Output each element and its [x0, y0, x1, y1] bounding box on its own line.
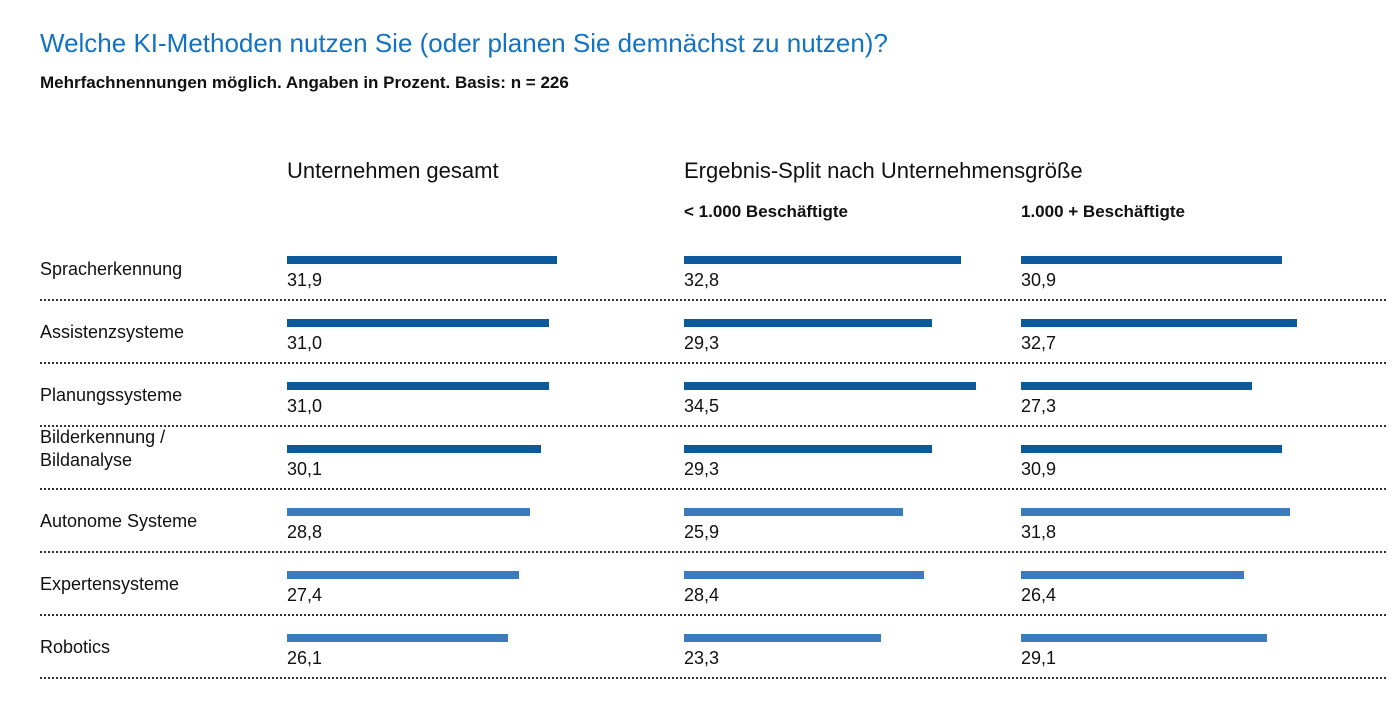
value-label-small-companies: 34,5: [684, 396, 720, 416]
value-label-large-companies: 27,3: [1021, 396, 1057, 416]
chart-row: Planungssysteme 31,0 34,5 27,3: [0, 363, 1400, 427]
value-label-small-companies: 28,4: [684, 585, 720, 605]
category-label: Robotics: [40, 637, 111, 657]
bar-large-companies: [1021, 634, 1267, 642]
bar-total: [287, 571, 519, 579]
category-label: Spracherkennung: [40, 259, 183, 279]
row-divider: [40, 488, 1386, 490]
column-header-split: Ergebnis-Split nach Unternehmensgröße: [684, 158, 1083, 183]
value-label-large-companies: 32,7: [1021, 333, 1057, 353]
bar-total: [287, 256, 557, 264]
bar-large-companies: [1021, 445, 1282, 453]
value-label-total: 27,4: [287, 585, 323, 605]
value-label-total: 26,1: [287, 648, 323, 668]
chart-row: Assistenzsysteme 31,0 29,3 32,7: [0, 300, 1400, 364]
chart-row: Expertensysteme 27,4 28,4 26,4: [0, 552, 1400, 616]
bar-large-companies: [1021, 571, 1244, 579]
bar-small-companies: [684, 319, 932, 327]
value-label-small-companies: 25,9: [684, 522, 720, 542]
chart-title: Welche KI-Methoden nutzen Sie (oder plan…: [40, 28, 888, 58]
value-label-total: 31,9: [287, 270, 323, 290]
bar-small-companies: [684, 634, 881, 642]
column-header-small-companies: < 1.000 Beschäftigte: [684, 202, 848, 221]
bar-large-companies: [1021, 382, 1252, 390]
value-label-small-companies: 29,3: [684, 333, 720, 353]
chart-row: Spracherkennung 31,9 32,8 30,9: [0, 237, 1400, 301]
value-label-total: 28,8: [287, 522, 323, 542]
bar-total: [287, 508, 530, 516]
bar-total: [287, 445, 541, 453]
value-label-total: 31,0: [287, 333, 323, 353]
value-label-small-companies: 29,3: [684, 459, 720, 479]
row-divider: [40, 362, 1386, 364]
bar-total: [287, 634, 508, 642]
chart-row: Bilderkennung / Bildanalyse 30,1 29,3 30,9: [0, 426, 1400, 490]
category-label: Expertensysteme: [40, 574, 180, 594]
bar-small-companies: [684, 382, 976, 390]
category-label: Bilderkennung / Bildanalyse: [40, 427, 166, 470]
value-label-total: 31,0: [287, 396, 323, 416]
value-label-large-companies: 31,8: [1021, 522, 1057, 542]
category-label: Assistenzsysteme: [40, 322, 185, 342]
value-label-large-companies: 30,9: [1021, 270, 1057, 290]
row-divider: [40, 299, 1386, 301]
chart-row: Robotics 26,1 23,3 29,1: [0, 615, 1400, 679]
value-label-large-companies: 26,4: [1021, 585, 1057, 605]
row-divider: [40, 677, 1386, 679]
column-header-total: Unternehmen gesamt: [287, 158, 499, 183]
value-label-total: 30,1: [287, 459, 323, 479]
value-label-small-companies: 23,3: [684, 648, 720, 668]
bar-small-companies: [684, 256, 961, 264]
bar-total: [287, 319, 549, 327]
bar-small-companies: [684, 508, 903, 516]
chart-subtitle: Mehrfachnennungen möglich. Angaben in Pr…: [40, 73, 569, 92]
row-divider: [40, 551, 1386, 553]
value-label-small-companies: 32,8: [684, 270, 720, 290]
value-label-large-companies: 29,1: [1021, 648, 1057, 668]
category-label: Autonome Systeme: [40, 511, 198, 531]
value-label-large-companies: 30,9: [1021, 459, 1057, 479]
bar-total: [287, 382, 549, 390]
row-divider: [40, 614, 1386, 616]
bar-small-companies: [684, 571, 924, 579]
bar-large-companies: [1021, 508, 1290, 516]
bar-large-companies: [1021, 319, 1297, 327]
row-divider: [40, 425, 1386, 427]
category-label: Planungssysteme: [40, 385, 183, 405]
bar-small-companies: [684, 445, 932, 453]
chart-row: Autonome Systeme 28,8 25,9 31,8: [0, 489, 1400, 553]
bar-large-companies: [1021, 256, 1282, 264]
column-header-large-companies: 1.000 + Beschäftigte: [1021, 202, 1185, 221]
